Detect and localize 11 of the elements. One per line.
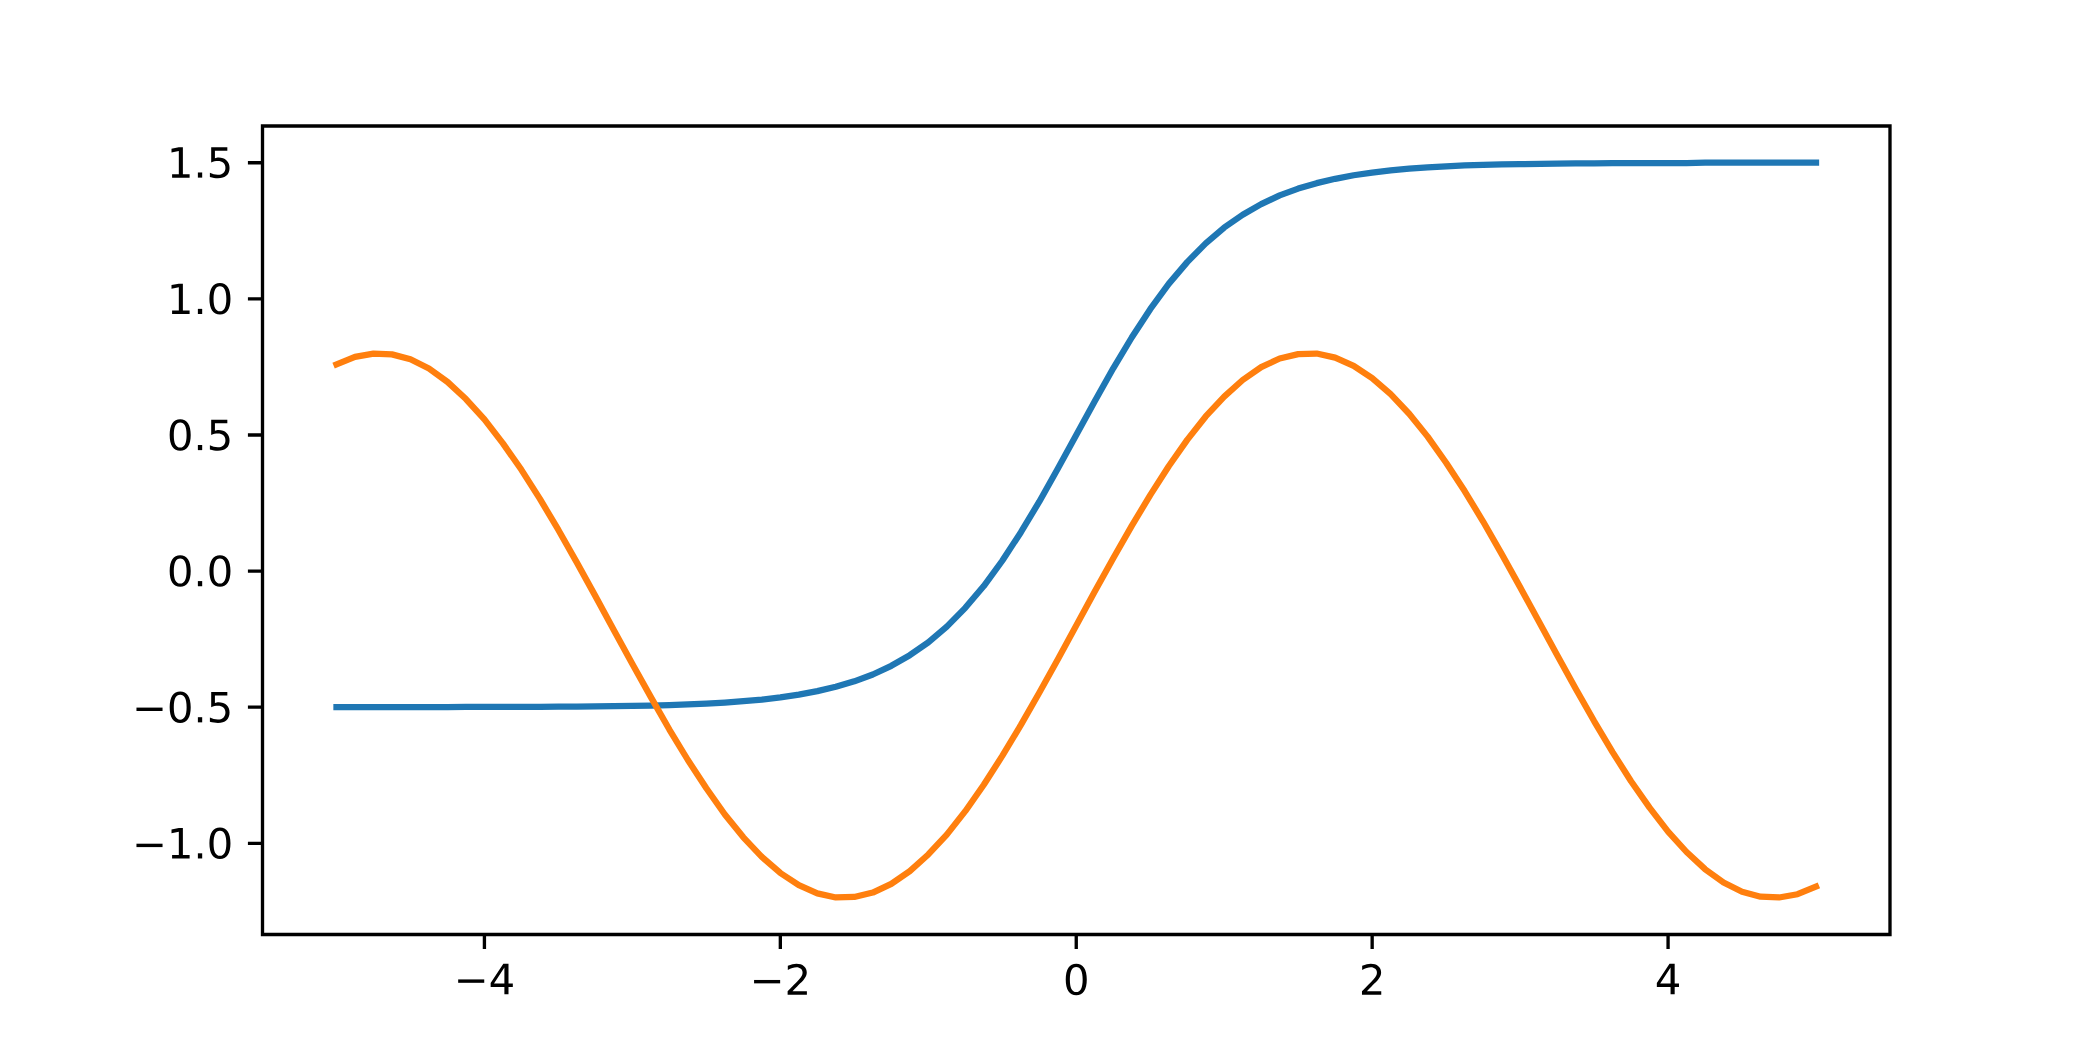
x-tick-label: 0 xyxy=(1065,963,1087,996)
y-tick-label: −1.0 xyxy=(136,827,231,860)
y-tick-label: 1.0 xyxy=(171,283,231,315)
y-tick-label: −0.5 xyxy=(136,691,230,723)
y-tick-label: 0.0 xyxy=(169,555,231,587)
x-tick-label: 2 xyxy=(1361,963,1382,995)
y-tick-label: 0.5 xyxy=(169,419,230,451)
x-tick-label: 4 xyxy=(1656,963,1679,995)
x-tick-label: −2 xyxy=(754,963,807,995)
y-tick-label: 1.5 xyxy=(171,147,230,179)
x-tick-label: −4 xyxy=(458,963,513,995)
